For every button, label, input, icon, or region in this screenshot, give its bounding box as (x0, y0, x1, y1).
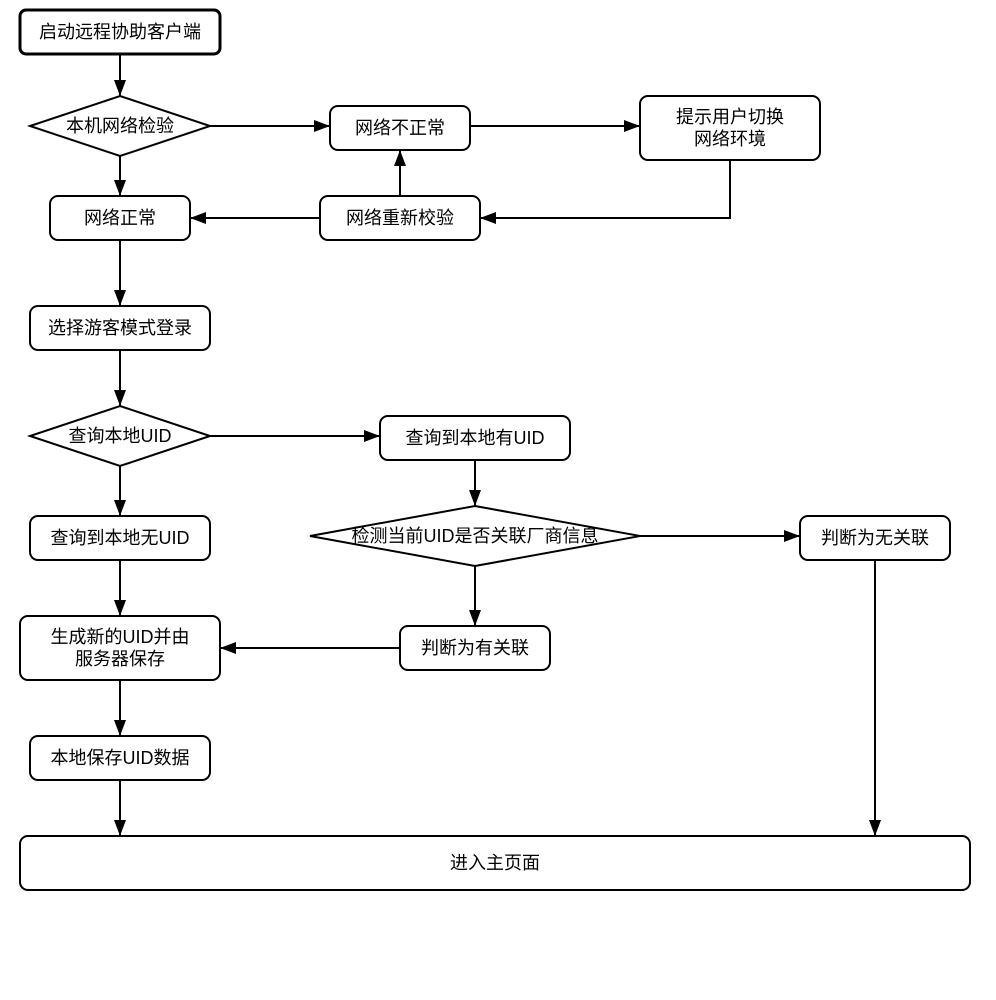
node-saveuid-label: 本地保存UID数据 (51, 748, 190, 768)
node-start: 启动远程协助客户端 (20, 10, 220, 54)
nodes-group: 启动远程协助客户端本机网络检验 网络不正常 提示用户切换网络环境网络正常 网络重新校验… (20, 10, 970, 890)
node-genuid: 生成新的UID并由服务器保存 (20, 616, 220, 680)
node-unrelated: 判断为无关联 (800, 516, 950, 560)
node-netbad-label: 网络不正常 (355, 118, 445, 138)
node-prompt-label-2: 网络环境 (694, 129, 766, 149)
node-recheck: 网络重新校验 (320, 196, 480, 240)
node-guest: 选择游客模式登录 (30, 306, 210, 350)
node-checkvendor: 检测当前UID是否关联厂商信息 (310, 506, 640, 566)
edge-prompt-to-recheck (480, 160, 730, 218)
node-queryuid-label: 查询本地UID (69, 426, 172, 446)
node-start-label: 启动远程协助客户端 (39, 22, 201, 42)
node-genuid-label-2: 服务器保存 (75, 649, 165, 669)
node-netbad: 网络不正常 (330, 106, 470, 150)
node-prompt: 提示用户切换网络环境 (640, 96, 820, 160)
node-hasuid: 查询到本地有UID (380, 416, 570, 460)
node-genuid-label-1: 生成新的UID并由 (51, 627, 190, 647)
node-netcheck: 本机网络检验 (30, 96, 210, 156)
node-main: 进入主页面 (20, 836, 970, 890)
node-hasuid-label: 查询到本地有UID (406, 428, 545, 448)
node-related-label: 判断为有关联 (421, 638, 529, 658)
node-netok: 网络正常 (50, 196, 190, 240)
node-queryuid: 查询本地UID (30, 406, 210, 466)
node-saveuid: 本地保存UID数据 (30, 736, 210, 780)
node-main-label: 进入主页面 (450, 853, 540, 873)
node-recheck-label: 网络重新校验 (346, 208, 454, 228)
node-netcheck-label: 本机网络检验 (66, 116, 174, 136)
node-related: 判断为有关联 (400, 626, 550, 670)
node-prompt-label-1: 提示用户切换 (676, 107, 784, 127)
node-checkvendor-label: 检测当前UID是否关联厂商信息 (352, 526, 599, 546)
node-nouid-label: 查询到本地无UID (51, 528, 190, 548)
flowchart-canvas: 启动远程协助客户端本机网络检验 网络不正常 提示用户切换网络环境网络正常 网络重新校验… (0, 0, 996, 1000)
node-netok-label: 网络正常 (84, 208, 156, 228)
node-guest-label: 选择游客模式登录 (48, 318, 192, 338)
node-unrelated-label: 判断为无关联 (821, 528, 929, 548)
node-nouid: 查询到本地无UID (30, 516, 210, 560)
